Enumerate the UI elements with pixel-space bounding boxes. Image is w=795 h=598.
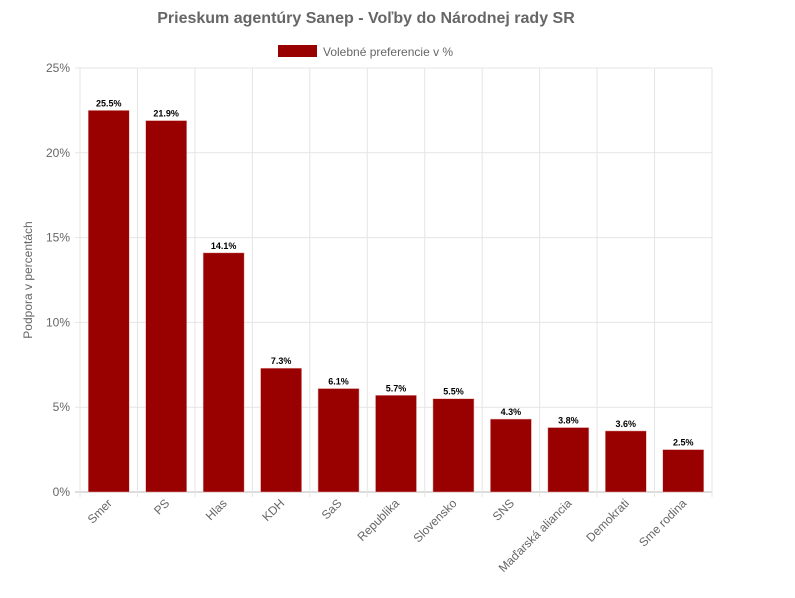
chart-title: Prieskum agentúry Sanep - Voľby do Národ… bbox=[157, 10, 575, 27]
y-tick-label: 25% bbox=[46, 61, 70, 75]
data-label: 21.9% bbox=[153, 109, 179, 119]
x-tick-label: KDH bbox=[259, 496, 287, 524]
bar[interactable] bbox=[605, 430, 647, 493]
data-label: 14.1% bbox=[211, 241, 237, 251]
x-tick-label: Hlas bbox=[203, 496, 230, 523]
bar[interactable] bbox=[260, 367, 302, 493]
y-tick-label: 0% bbox=[53, 485, 71, 499]
data-label: 25.5% bbox=[96, 98, 122, 108]
x-tick-label: PS bbox=[151, 496, 172, 517]
data-label: 4.3% bbox=[501, 407, 522, 417]
legend-swatch bbox=[278, 45, 317, 57]
y-tick-label: 20% bbox=[46, 146, 70, 160]
bar[interactable] bbox=[662, 449, 705, 493]
bar[interactable] bbox=[432, 398, 475, 493]
data-label: 5.7% bbox=[386, 383, 407, 393]
bar[interactable] bbox=[490, 418, 532, 493]
y-tick-label: 5% bbox=[53, 400, 71, 414]
bar[interactable] bbox=[547, 427, 590, 493]
x-tick-label: SaS bbox=[319, 496, 345, 522]
x-tick-label: SNS bbox=[490, 496, 517, 523]
bar[interactable] bbox=[145, 120, 187, 493]
legend-label: Volebné preferencie v % bbox=[323, 45, 453, 59]
bar[interactable] bbox=[87, 110, 130, 493]
bar[interactable] bbox=[375, 395, 417, 493]
data-label: 2.5% bbox=[673, 438, 694, 448]
bar[interactable] bbox=[202, 252, 245, 493]
y-axis-title: Podpora v percentách bbox=[21, 221, 35, 338]
data-label: 5.5% bbox=[443, 387, 464, 397]
data-label: 3.6% bbox=[616, 419, 637, 429]
x-tick-label: Slovensko bbox=[411, 496, 460, 545]
x-tick-label: Republika bbox=[354, 496, 402, 544]
data-label: 7.3% bbox=[271, 356, 292, 366]
y-tick-label: 15% bbox=[46, 231, 70, 245]
x-tick-label: Demokrati bbox=[583, 496, 632, 545]
data-label: 6.1% bbox=[328, 377, 349, 387]
y-tick-label: 10% bbox=[46, 315, 70, 329]
x-tick-label: Smer bbox=[85, 496, 115, 526]
bar[interactable] bbox=[317, 388, 360, 493]
data-label: 3.8% bbox=[558, 416, 579, 426]
x-tick-label: Sme rodina bbox=[636, 496, 690, 550]
